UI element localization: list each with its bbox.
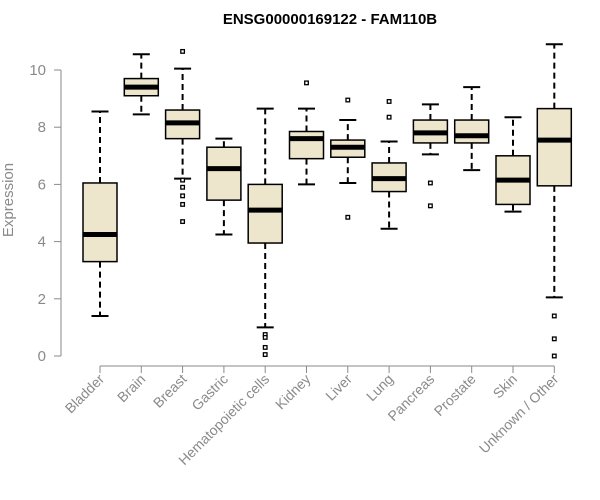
y-axis: 0 2 4 6 8 10 — [29, 62, 62, 365]
outlier-point — [345, 97, 351, 103]
outlier-point — [262, 344, 268, 350]
outlier-point — [180, 219, 186, 225]
box-bladder — [82, 110, 118, 317]
y-axis-label: Expression — [0, 163, 17, 237]
x-tick-label: Prostate — [431, 371, 479, 419]
box-gastric — [206, 137, 242, 236]
outlier-point — [262, 334, 268, 340]
box-skin — [495, 116, 531, 213]
box-liver — [330, 97, 366, 220]
box-prostate — [453, 86, 490, 172]
y-tick-label: 2 — [38, 291, 46, 308]
iqr-box — [453, 119, 490, 144]
iqr-box — [82, 182, 118, 263]
box-brain — [123, 53, 160, 116]
outlier-point — [180, 184, 186, 190]
x-tick-label: Liver — [322, 371, 355, 404]
x-tick-label: Kidney — [272, 371, 314, 413]
x-tick-label: Lung — [363, 371, 396, 404]
outlier-point — [551, 353, 557, 359]
y-tick-label: 8 — [38, 119, 46, 136]
box-breast — [164, 48, 201, 225]
outlier-point — [180, 201, 186, 207]
iqr-box — [536, 107, 573, 187]
outlier-point — [304, 80, 309, 86]
x-tick-label: Bladder — [62, 371, 108, 417]
outlier-point — [551, 336, 557, 342]
box-pancreas — [412, 103, 449, 209]
y-tick-label: 0 — [38, 348, 46, 365]
outlier-point — [551, 313, 557, 319]
outlier-point — [180, 177, 186, 183]
iqr-box — [288, 130, 325, 160]
y-tick-label: 6 — [38, 176, 46, 193]
box-kidney — [288, 80, 325, 186]
outlier-point — [180, 48, 186, 54]
y-tick-label: 10 — [29, 62, 46, 79]
box-lung — [371, 99, 407, 230]
x-tick-label: Brain — [114, 371, 148, 405]
iqr-box — [206, 146, 242, 201]
outlier-point — [345, 214, 351, 220]
chart-title: ENSG00000169122 - FAM110B — [223, 11, 437, 28]
x-tick-label: Breast — [150, 371, 190, 411]
box-hematopoietic-cells — [247, 107, 283, 358]
iqr-box — [247, 183, 283, 244]
outlier-point — [427, 180, 433, 186]
outlier-point — [180, 193, 186, 199]
y-tick-label: 4 — [38, 234, 46, 251]
box-unknown-other — [536, 43, 573, 359]
outlier-point — [386, 114, 392, 120]
outlier-point — [427, 203, 433, 209]
boxes-group — [82, 43, 573, 359]
outlier-point — [386, 99, 392, 104]
outlier-point — [262, 352, 268, 358]
x-tick-label: Skin — [490, 371, 521, 402]
